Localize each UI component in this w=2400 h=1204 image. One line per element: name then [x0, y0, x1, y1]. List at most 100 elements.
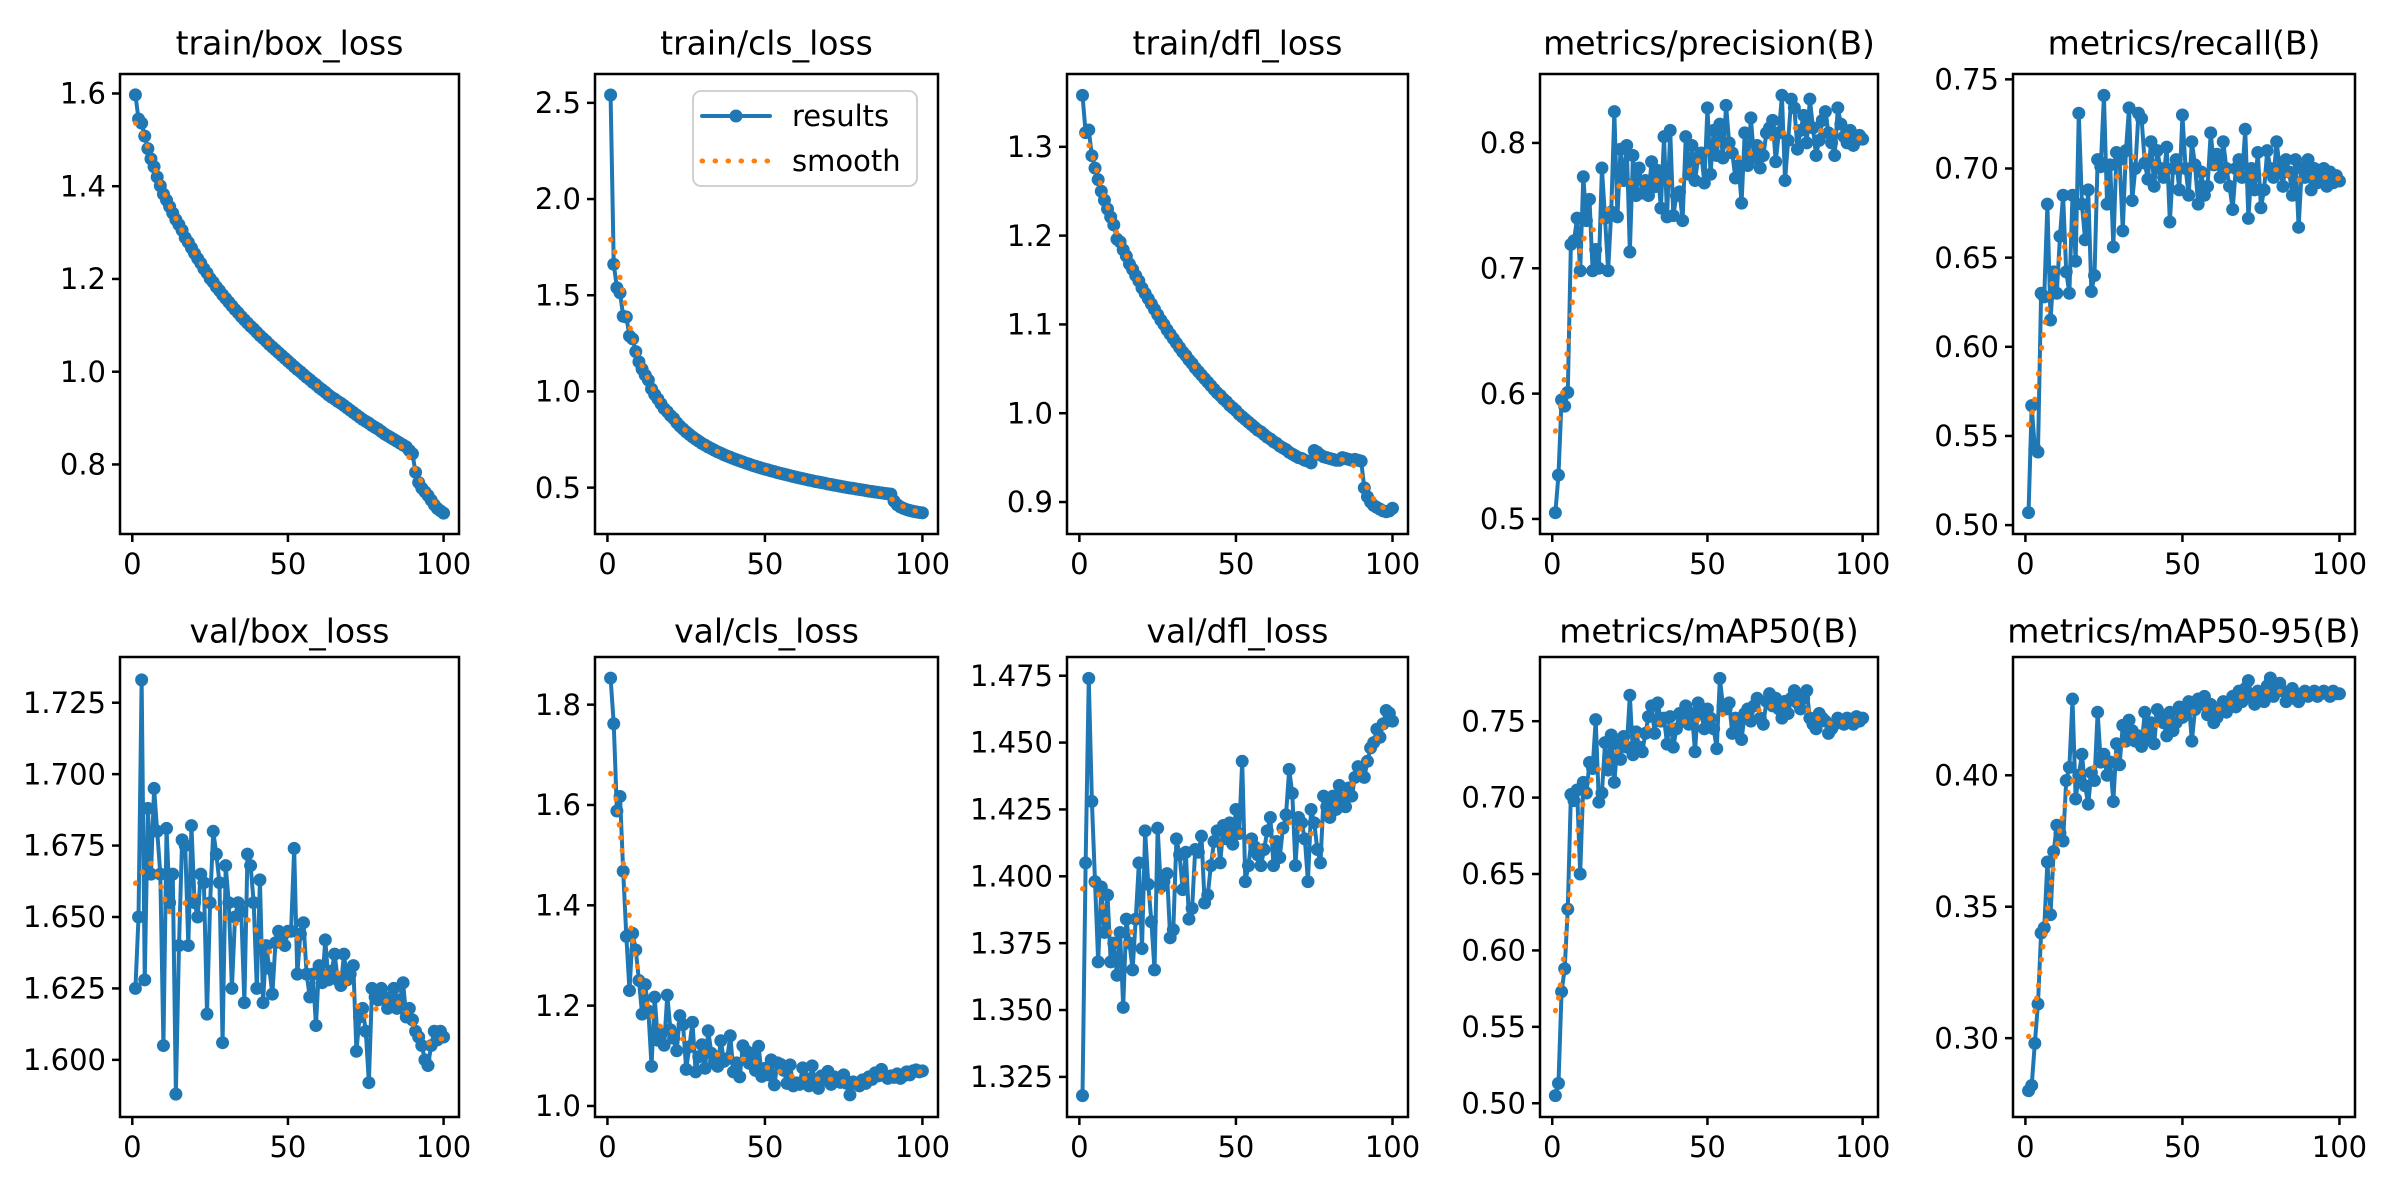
- y-tick-label: 1.0: [60, 355, 106, 389]
- results-marker: [1097, 925, 1111, 939]
- y-tick-label: 1.450: [970, 726, 1053, 760]
- results-marker: [1144, 915, 1158, 929]
- chart-title: train/box_loss: [176, 24, 404, 63]
- results-marker: [1787, 101, 1801, 115]
- y-tick-label: 0.75: [1461, 704, 1526, 738]
- results-marker: [2040, 855, 2054, 869]
- results-marker: [915, 506, 929, 520]
- results-marker: [667, 1031, 681, 1045]
- chart-metrics-map50-95-b-: metrics/mAP50-95(B) 0.30 0.35 0.40 0 50 100: [1934, 612, 2367, 1165]
- results-marker: [153, 867, 167, 881]
- results-marker: [1831, 101, 1845, 115]
- results-marker: [1076, 1089, 1089, 1103]
- y-tick-label: 0.55: [1934, 419, 1999, 453]
- legend: results smooth: [692, 90, 918, 187]
- results-marker: [1738, 126, 1752, 140]
- y-tick-label: 1.0: [535, 1089, 581, 1123]
- results-marker: [1676, 214, 1690, 228]
- results-marker: [843, 1088, 857, 1102]
- results-marker: [1728, 171, 1742, 185]
- series-group: [604, 88, 929, 520]
- results-marker: [2087, 268, 2101, 282]
- results-marker: [1551, 1076, 1565, 1090]
- results-marker: [1386, 501, 1399, 515]
- legend-results-marker: [729, 109, 743, 123]
- x-tick-label: 0: [2016, 547, 2034, 581]
- results-line: [1553, 93, 1865, 515]
- x-tick-label: 100: [1835, 547, 1890, 581]
- y-tick-label: 0.40: [1934, 758, 1999, 792]
- results-marker: [1641, 710, 1655, 724]
- results-marker: [2050, 286, 2064, 300]
- results-marker: [1797, 108, 1811, 122]
- results-marker: [1229, 802, 1243, 816]
- chart-title: val/box_loss: [190, 612, 390, 651]
- results-marker: [1731, 717, 1745, 731]
- results-marker: [184, 819, 198, 833]
- results-marker: [1781, 133, 1795, 147]
- results-marker: [1685, 707, 1699, 721]
- results-marker: [172, 939, 186, 953]
- results-marker: [396, 976, 410, 990]
- results-marker: [657, 1038, 671, 1052]
- results-marker: [811, 1081, 825, 1095]
- chart-metrics-recall-b-: metrics/recall(B) 0.50 0.55 0.60 0.65 0.70 0.7…: [1934, 24, 2367, 582]
- y-tick-label: 1.1: [1007, 308, 1053, 342]
- chart-title: metrics/recall(B): [2048, 24, 2321, 63]
- results-marker: [415, 1039, 429, 1053]
- results-marker: [2138, 705, 2152, 719]
- smooth-line: [132, 860, 447, 1046]
- results-marker: [318, 933, 332, 947]
- results-marker: [2254, 201, 2268, 215]
- results-marker: [2031, 997, 2045, 1011]
- results-marker: [2087, 774, 2101, 788]
- x-tick-label: 100: [1365, 547, 1420, 581]
- smooth-line: [608, 770, 925, 1086]
- x-tick-label: 50: [1217, 1130, 1254, 1164]
- y-tick-label: 0.9: [1007, 485, 1053, 519]
- y-tick-label: 0.75: [1934, 62, 1999, 96]
- results-marker: [1223, 816, 1237, 830]
- axes-box: [118, 72, 461, 536]
- results-marker: [1787, 684, 1801, 698]
- results-marker: [1555, 985, 1569, 999]
- results-marker: [1561, 385, 1575, 399]
- results-marker: [1750, 138, 1764, 152]
- x-tick-label: 0: [598, 1130, 616, 1164]
- results-marker: [2210, 147, 2224, 161]
- series-group: [1548, 671, 1870, 1103]
- results-marker: [2028, 1036, 2042, 1050]
- results-marker: [2226, 203, 2240, 217]
- x-tick-label: 50: [269, 547, 306, 581]
- results-marker: [212, 876, 226, 890]
- results-marker: [1586, 762, 1600, 776]
- x-tick-label: 50: [746, 547, 783, 581]
- y-tick-label: 1.350: [970, 993, 1053, 1027]
- results-marker: [1614, 752, 1628, 766]
- results-marker: [604, 671, 618, 685]
- results-marker: [1285, 786, 1299, 800]
- x-tick-label: 50: [746, 1130, 783, 1164]
- results-marker: [2241, 211, 2255, 225]
- results-marker: [2182, 188, 2196, 202]
- results-marker: [2022, 506, 2036, 520]
- axes-box: [2011, 72, 2357, 536]
- results-marker: [1607, 775, 1621, 789]
- y-tick-label: 0.50: [1934, 508, 1999, 542]
- y-tick-label: 2.5: [535, 86, 581, 120]
- axes-box: [2011, 655, 2357, 1119]
- results-marker: [1735, 733, 1749, 747]
- chart-val-cls-loss: val/cls_loss 1.0 1.2 1.4 1.6 1.8 0 50 100: [535, 612, 950, 1165]
- results-marker: [181, 939, 195, 953]
- results-marker: [2081, 797, 2095, 811]
- x-tick-label: 50: [2164, 1130, 2201, 1164]
- results-marker: [2147, 737, 2161, 751]
- y-tick-label: 0.8: [1480, 126, 1526, 160]
- results-marker: [1790, 142, 1804, 156]
- results-marker: [287, 841, 301, 855]
- results-marker: [1110, 968, 1124, 982]
- results-marker: [1666, 740, 1680, 754]
- results-marker: [278, 939, 292, 953]
- results-marker: [1160, 867, 1174, 881]
- results-marker: [1279, 808, 1293, 822]
